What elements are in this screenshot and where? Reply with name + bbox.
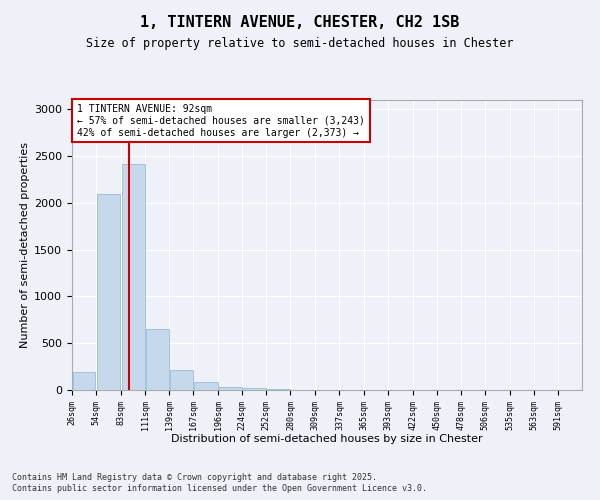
Bar <box>73 372 95 390</box>
Bar <box>97 194 121 390</box>
Text: 1 TINTERN AVENUE: 92sqm
← 57% of semi-detached houses are smaller (3,243)
42% of: 1 TINTERN AVENUE: 92sqm ← 57% of semi-de… <box>77 104 365 138</box>
Bar <box>243 388 266 390</box>
Bar <box>219 386 242 390</box>
Y-axis label: Number of semi-detached properties: Number of semi-detached properties <box>20 142 30 348</box>
Bar <box>194 382 218 390</box>
Bar <box>267 388 290 390</box>
X-axis label: Distribution of semi-detached houses by size in Chester: Distribution of semi-detached houses by … <box>171 434 483 444</box>
Bar <box>146 329 169 390</box>
Text: 1, TINTERN AVENUE, CHESTER, CH2 1SB: 1, TINTERN AVENUE, CHESTER, CH2 1SB <box>140 15 460 30</box>
Bar <box>170 370 193 390</box>
Text: Contains HM Land Registry data © Crown copyright and database right 2025.: Contains HM Land Registry data © Crown c… <box>12 472 377 482</box>
Text: Contains public sector information licensed under the Open Government Licence v3: Contains public sector information licen… <box>12 484 427 493</box>
Text: Size of property relative to semi-detached houses in Chester: Size of property relative to semi-detach… <box>86 38 514 51</box>
Bar <box>122 164 145 390</box>
